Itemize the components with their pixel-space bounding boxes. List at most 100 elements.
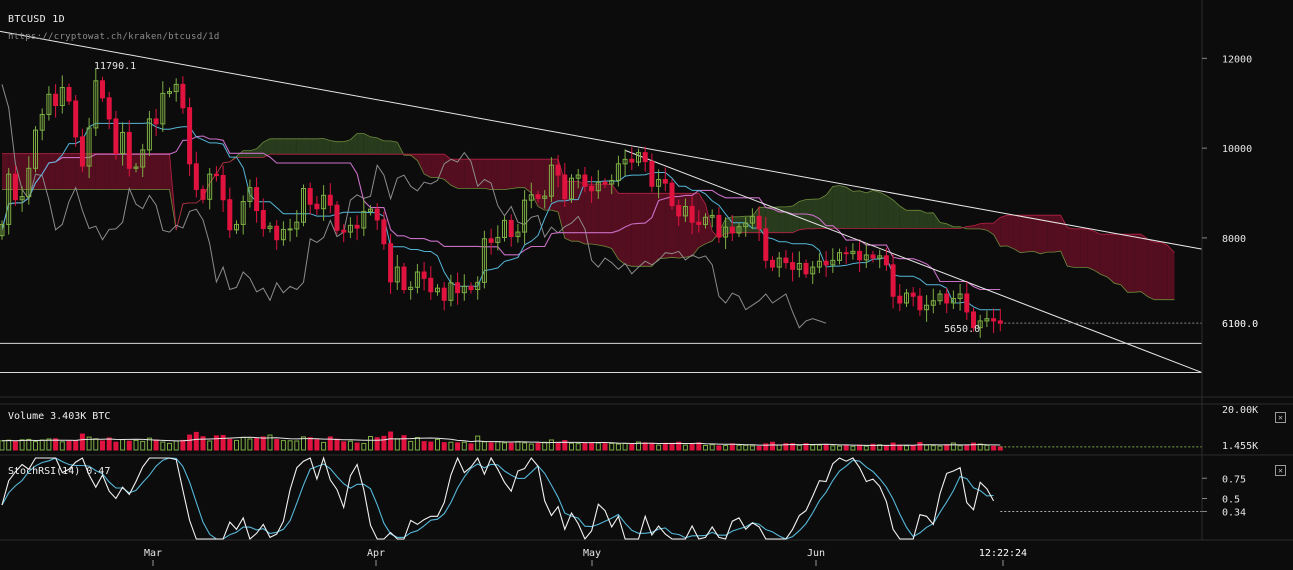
volume-bar[interactable] [522, 442, 528, 451]
candle-body[interactable] [763, 228, 769, 261]
candle-body[interactable] [696, 221, 702, 225]
volume-bar[interactable] [321, 441, 327, 451]
candle-body[interactable] [160, 92, 166, 125]
volume-bar[interactable] [126, 440, 132, 451]
volume-bar[interactable] [414, 437, 420, 451]
candle-body[interactable] [106, 97, 112, 120]
volume-bar[interactable] [796, 444, 802, 451]
candle-body[interactable] [260, 210, 266, 229]
volume-bar[interactable] [66, 440, 72, 451]
candle-body[interactable] [548, 164, 554, 197]
volume-bar[interactable] [160, 441, 166, 451]
volume-bar[interactable] [582, 442, 588, 451]
volume-bar[interactable] [676, 441, 682, 451]
volume-bar[interactable] [649, 442, 655, 451]
volume-bar[interactable] [113, 441, 119, 451]
candle-body[interactable] [274, 225, 280, 241]
candle-body[interactable] [180, 83, 186, 109]
candle-body[interactable] [937, 293, 943, 302]
candle-body[interactable] [622, 158, 628, 165]
candle-body[interactable] [522, 199, 528, 233]
candle-body[interactable] [703, 216, 708, 225]
volume-bar[interactable] [301, 436, 306, 451]
candle-body[interactable] [448, 282, 454, 301]
candle-body[interactable] [662, 179, 668, 184]
volume-bar[interactable] [200, 436, 206, 451]
volume-bar[interactable] [307, 437, 313, 451]
candle-body[interactable] [408, 286, 414, 291]
candle-body[interactable] [971, 311, 976, 329]
candle-body[interactable] [435, 287, 440, 293]
volume-bar[interactable] [79, 433, 85, 451]
volume-bar[interactable] [816, 444, 822, 451]
volume-bar[interactable] [234, 439, 239, 451]
volume-bar[interactable] [53, 438, 59, 451]
volume-bar[interactable] [709, 444, 715, 451]
candle-body[interactable] [716, 214, 722, 238]
candle-body[interactable] [508, 219, 514, 238]
candle-body[interactable] [46, 93, 52, 115]
candle-body[interactable] [609, 179, 615, 185]
volume-bar[interactable] [274, 439, 280, 451]
volume-bar[interactable] [609, 442, 615, 451]
volume-bar[interactable] [595, 442, 601, 451]
candle-body[interactable] [850, 250, 856, 255]
volume-bar[interactable] [770, 441, 775, 451]
volume-bar[interactable] [455, 442, 461, 451]
volume-bar[interactable] [461, 441, 467, 451]
candle-body[interactable] [870, 254, 876, 259]
candle-body[interactable] [227, 199, 233, 231]
candle-body[interactable] [126, 131, 132, 169]
candle-body[interactable] [341, 229, 347, 233]
volume-bar[interactable] [12, 440, 18, 451]
volume-bar[interactable] [247, 438, 253, 451]
volume-bar[interactable] [863, 445, 869, 451]
volume-bar[interactable] [575, 443, 581, 451]
volume-bar[interactable] [140, 440, 146, 451]
volume-bar[interactable] [227, 438, 233, 451]
volume-bar[interactable] [502, 442, 507, 451]
candle-body[interactable] [66, 87, 72, 102]
volume-bar[interactable] [327, 436, 333, 451]
volume-bar[interactable] [716, 445, 722, 451]
volume-bar[interactable] [368, 436, 373, 451]
candle-body[interactable] [220, 175, 226, 201]
candle-body[interactable] [113, 118, 119, 155]
candle-body[interactable] [595, 181, 601, 192]
candle-body[interactable] [890, 264, 896, 297]
volume-bar[interactable] [374, 437, 380, 451]
candle-body[interactable] [488, 238, 494, 243]
volume-bar[interactable] [180, 439, 186, 451]
candle-body[interactable] [997, 320, 1003, 324]
volume-bar[interactable] [669, 442, 675, 451]
volume-bar[interactable] [73, 440, 79, 451]
volume-bar[interactable] [703, 445, 708, 451]
candle-body[interactable] [528, 194, 534, 201]
candle-body[interactable] [86, 127, 92, 167]
candle-body[interactable] [267, 225, 273, 229]
candle-body[interactable] [327, 194, 333, 206]
volume-bar[interactable] [857, 444, 863, 451]
volume-bar[interactable] [475, 435, 481, 451]
volume-bar[interactable] [930, 445, 936, 451]
candle-body[interactable] [843, 252, 849, 255]
candle-body[interactable] [33, 129, 38, 169]
volume-bar[interactable] [810, 444, 816, 451]
volume-bar[interactable] [749, 445, 755, 451]
volume-bar[interactable] [642, 442, 648, 451]
candle-body[interactable] [756, 215, 762, 230]
candle-body[interactable] [830, 259, 836, 266]
volume-bar[interactable] [843, 444, 849, 451]
volume-bar[interactable] [957, 445, 963, 451]
candle-body[interactable] [743, 222, 749, 228]
volume-bar[interactable] [964, 444, 970, 451]
volume-bar[interactable] [837, 445, 842, 451]
volume-bar[interactable] [207, 440, 213, 451]
close-stoch-pane-icon[interactable]: ✕ [1275, 465, 1286, 476]
candle-body[interactable] [636, 152, 641, 163]
close-volume-pane-icon[interactable]: ✕ [1275, 412, 1286, 423]
volume-bar[interactable] [187, 434, 193, 451]
candle-body[interactable] [495, 236, 501, 243]
volume-bar[interactable] [408, 440, 414, 451]
